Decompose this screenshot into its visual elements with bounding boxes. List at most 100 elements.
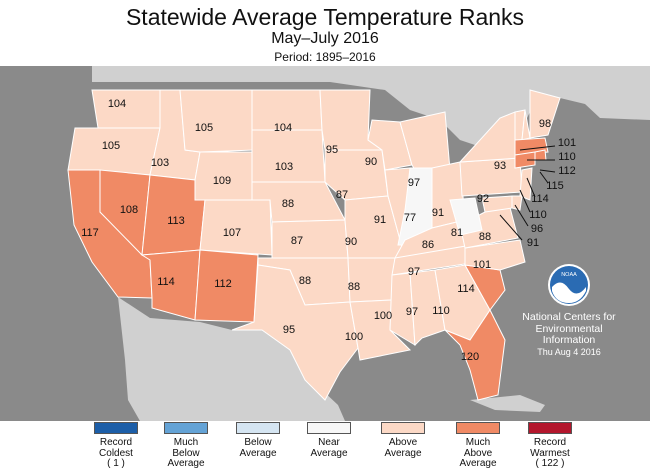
rank-label-nm: 112 — [214, 278, 232, 290]
legend-label-record-coldest: Record Coldest( 1 ) — [99, 437, 133, 469]
org-line-3: Information — [542, 334, 596, 346]
rank-label-al: 97 — [406, 306, 418, 318]
legend-swatch-below — [236, 422, 280, 434]
rank-label-la: 100 — [345, 331, 363, 343]
legend-swatch-near — [307, 422, 351, 434]
rank-label-sd: 103 — [275, 161, 293, 173]
rank-label-in: 77 — [404, 212, 416, 224]
rank-label-va: 88 — [479, 231, 491, 243]
state-me — [529, 89, 561, 139]
rank-label-nj: 110 — [529, 209, 547, 221]
legend-label-below: Below Average — [239, 437, 277, 459]
rank-label-wa: 104 — [108, 98, 126, 110]
rank-label-tx: 95 — [283, 324, 295, 336]
rank-label-mi: 97 — [408, 177, 420, 189]
leader-line-ri — [539, 171, 549, 184]
legend-label-record-warmest: Record Warmest( 122 ) — [530, 437, 570, 469]
legend-swatch-much-below — [164, 422, 208, 434]
rank-label-or: 105 — [102, 140, 120, 152]
rank-label-wi: 90 — [365, 156, 377, 168]
state-wa — [91, 89, 166, 129]
rank-labels-layer: 104 105 117 108 103 105 109 113 107 114 112 104 103 8… — [81, 98, 576, 363]
header: Statewide Average Temperature Ranks May–… — [0, 0, 650, 66]
state-tx — [231, 264, 359, 401]
rank-label-ct: 114 — [531, 193, 549, 205]
canada-land — [0, 66, 650, 150]
rank-label-pa: 92 — [477, 193, 489, 205]
rank-label-tn: 97 — [408, 266, 420, 278]
org-date: Thu Aug 4 2016 — [537, 346, 601, 357]
rank-label-ok: 88 — [299, 275, 311, 287]
legend-swatch-above — [381, 422, 425, 434]
rank-label-ia: 87 — [336, 189, 348, 201]
state-pa — [459, 157, 523, 197]
rank-label-mo: 90 — [345, 236, 357, 248]
leader-line-de — [514, 204, 529, 227]
legend-label-much-above: Much Above Average — [459, 437, 497, 469]
states-layer — [67, 89, 561, 401]
mexico-land — [118, 297, 345, 421]
rank-label-wv: 81 — [451, 227, 463, 239]
rank-label-me: 98 — [539, 118, 551, 130]
period-label: Period: 1895–2016 — [274, 50, 376, 64]
state-ct — [514, 151, 536, 169]
state-fl — [444, 309, 506, 401]
legend-label-above: Above Average — [384, 437, 422, 459]
rank-label-ky: 86 — [422, 239, 434, 251]
legend-label-near: Near Average — [310, 437, 348, 459]
org-attribution: National Centers for Environmental Infor… — [514, 311, 624, 358]
rank-label-ar: 88 — [348, 281, 360, 293]
rank-label-de: 96 — [531, 223, 543, 235]
us-temperature-map: 104 105 117 108 103 105 109 113 107 114 112 104 103 8… — [0, 66, 650, 421]
noaa-logo: NOAA — [547, 263, 591, 307]
map-subtitle: May–July 2016 — [271, 30, 379, 47]
rank-label-fl: 120 — [461, 351, 479, 363]
rank-label-nd: 104 — [274, 122, 292, 134]
rank-label-ut: 113 — [167, 215, 185, 227]
legend-label-much-below: Much Below Average — [167, 437, 205, 469]
leader-line-vt — [519, 145, 556, 151]
land-neighbors — [0, 66, 650, 421]
rank-label-ga: 110 — [432, 305, 450, 317]
org-line-1: National Centers for — [522, 311, 616, 323]
rank-label-ms: 100 — [374, 310, 392, 322]
state-al — [409, 269, 446, 347]
leader-line-ct — [526, 177, 536, 198]
rank-label-mn: 95 — [326, 144, 338, 156]
rank-label-mt: 105 — [195, 122, 213, 134]
noaa-logo-text: NOAA — [561, 272, 577, 278]
state-sd — [251, 129, 326, 183]
leader-line-ma — [539, 169, 556, 173]
legend-swatch-record-warmest — [528, 422, 572, 434]
rank-label-ca: 117 — [81, 227, 99, 239]
map-title: Statewide Average Temperature Ranks — [125, 4, 525, 30]
leader-line-md — [499, 214, 523, 241]
rank-label-ri: 115 — [546, 180, 564, 192]
rank-label-co: 107 — [223, 227, 241, 239]
leader-line-nj — [519, 189, 531, 213]
cuba-bahamas-land — [470, 395, 545, 412]
rank-label-sc: 114 — [457, 283, 475, 295]
rank-label-wy: 109 — [213, 175, 231, 187]
state-ri — [534, 149, 547, 161]
state-nj — [519, 167, 533, 201]
rank-label-ma: 112 — [558, 165, 576, 177]
rank-label-vt: 101 — [558, 137, 576, 149]
northeast-leader-lines — [499, 145, 556, 241]
legend-swatch-much-above — [456, 422, 500, 434]
rank-label-ne: 88 — [282, 198, 294, 210]
rank-label-id: 103 — [151, 157, 169, 169]
rank-label-nh: 110 — [558, 151, 576, 163]
rank-label-nc: 101 — [473, 259, 491, 271]
legend: Record Coldest( 1 ) Much Below Average Belo… — [0, 422, 650, 475]
rank-label-ny: 93 — [494, 160, 506, 172]
rank-label-az: 114 — [157, 276, 175, 288]
legend-swatch-record-coldest — [94, 422, 138, 434]
rank-label-ks: 87 — [291, 235, 303, 247]
state-wv — [449, 197, 483, 236]
rank-label-oh: 91 — [432, 207, 444, 219]
state-nc — [464, 239, 526, 271]
state-md — [481, 195, 513, 213]
rank-label-il: 91 — [374, 214, 386, 226]
rank-label-nv: 108 — [120, 204, 138, 216]
